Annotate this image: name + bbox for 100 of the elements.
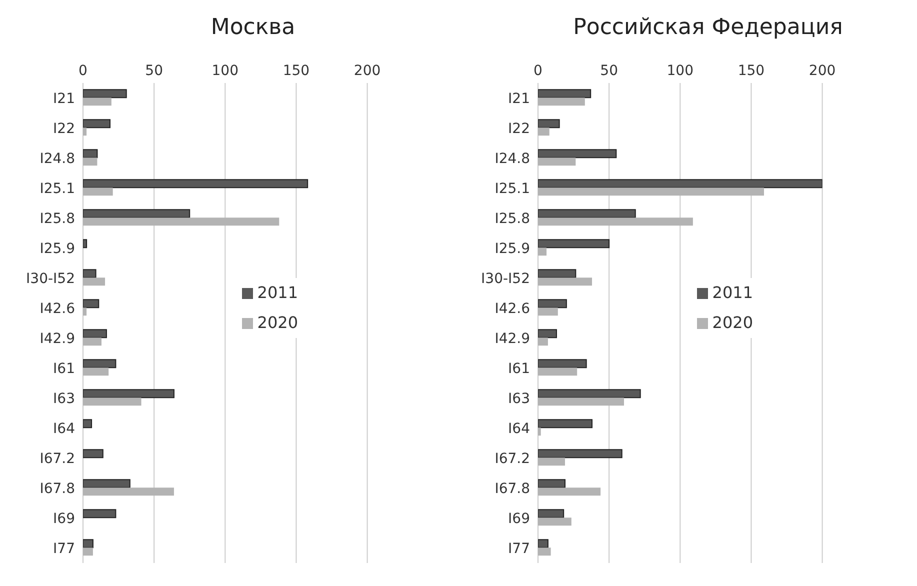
y-tick-label: I24.8	[494, 150, 530, 167]
bar	[538, 158, 576, 166]
bar	[538, 248, 547, 256]
bar	[83, 149, 98, 158]
x-tick-label: 0	[78, 63, 88, 79]
y-tick-label: I69	[53, 510, 75, 527]
y-tick-label: I42.9	[494, 330, 530, 347]
y-tick-label: I77	[53, 540, 75, 557]
bar	[538, 368, 578, 376]
legend-label: 2011	[257, 283, 298, 302]
bar	[83, 449, 104, 458]
bar	[83, 89, 127, 98]
bar	[538, 239, 610, 248]
y-tick-label: I64	[508, 420, 530, 437]
bar	[538, 98, 585, 106]
y-tick-label: I69	[508, 510, 530, 527]
legend-label: 2020	[712, 313, 753, 332]
x-tick-label: 50	[600, 63, 618, 79]
y-tick-label: I21	[53, 90, 75, 107]
bar	[83, 308, 87, 316]
bar	[83, 329, 107, 338]
y-tick-label: I24.8	[40, 150, 75, 167]
bar	[538, 509, 564, 518]
bar	[538, 479, 566, 488]
y-tick-label: I25.1	[40, 180, 75, 197]
bar	[538, 329, 557, 338]
bar	[538, 269, 576, 278]
x-tick-label: 100	[212, 63, 239, 79]
y-tick-label: I30-I52	[26, 270, 75, 287]
bar	[538, 428, 541, 436]
bar	[538, 539, 548, 548]
bar	[83, 488, 174, 496]
bar	[83, 158, 98, 166]
bar	[83, 539, 94, 548]
bar	[83, 368, 109, 376]
bar	[83, 359, 116, 368]
y-tick-label: I42.6	[494, 300, 530, 317]
bar	[538, 179, 822, 188]
y-tick-label: I61	[508, 360, 530, 377]
bar	[83, 548, 93, 556]
bar	[83, 278, 106, 286]
y-tick-label: I61	[53, 360, 75, 377]
bar	[538, 398, 624, 406]
bar	[83, 398, 142, 406]
bar	[538, 449, 622, 458]
bar	[538, 308, 558, 316]
y-tick-label: I22	[53, 120, 75, 137]
legend-label: 2020	[257, 313, 298, 332]
x-tick-label: 150	[738, 63, 765, 79]
bar	[83, 119, 111, 128]
bar	[538, 278, 592, 286]
bar	[538, 209, 636, 218]
bar	[538, 89, 592, 98]
x-tick-label: 200	[354, 63, 381, 79]
bar	[538, 188, 764, 196]
y-tick-label: I67.8	[494, 480, 530, 497]
bar	[538, 488, 601, 496]
y-tick-label: I42.9	[40, 330, 75, 347]
bar	[83, 389, 174, 398]
y-tick-label: I67.8	[40, 480, 75, 497]
bar	[83, 509, 116, 518]
bar	[83, 269, 96, 278]
bar	[83, 98, 112, 106]
chart-title: Москва	[210, 14, 296, 42]
y-tick-label: I77	[508, 540, 530, 557]
y-tick-label: I42.6	[40, 300, 76, 317]
x-tick-label: 0	[534, 63, 542, 79]
y-tick-label: I64	[53, 420, 76, 437]
y-tick-label: I30-I52	[481, 270, 530, 287]
bar	[538, 119, 560, 128]
bar	[83, 218, 280, 226]
y-tick-label: I67.2	[494, 450, 530, 467]
x-tick-label: 200	[808, 63, 836, 79]
y-tick-label: I67.2	[40, 450, 75, 467]
bar	[83, 128, 87, 136]
y-tick-label: I22	[508, 120, 530, 137]
y-tick-label: I25.1	[494, 180, 530, 197]
bar	[538, 419, 593, 428]
bar	[538, 458, 566, 466]
bar	[538, 149, 617, 158]
legend-label: 2011	[712, 283, 753, 302]
bar	[538, 218, 693, 226]
bar	[538, 389, 641, 398]
y-tick-label: I21	[508, 90, 530, 107]
x-tick-label: 150	[282, 63, 310, 79]
x-tick-label: 100	[666, 63, 694, 79]
bar	[83, 299, 100, 308]
bar	[83, 239, 88, 248]
bar	[538, 359, 587, 368]
y-tick-label: I25.8	[40, 210, 75, 227]
bar	[83, 479, 130, 488]
bar	[83, 179, 308, 188]
y-tick-label: I25.8	[494, 210, 530, 227]
x-tick-label: 50	[145, 63, 163, 79]
bar	[538, 518, 572, 526]
chart-title: Российская Федерация	[572, 14, 844, 42]
bar	[538, 548, 551, 556]
bar	[538, 128, 550, 136]
y-tick-label: I25.9	[494, 240, 530, 257]
bar	[83, 188, 113, 196]
